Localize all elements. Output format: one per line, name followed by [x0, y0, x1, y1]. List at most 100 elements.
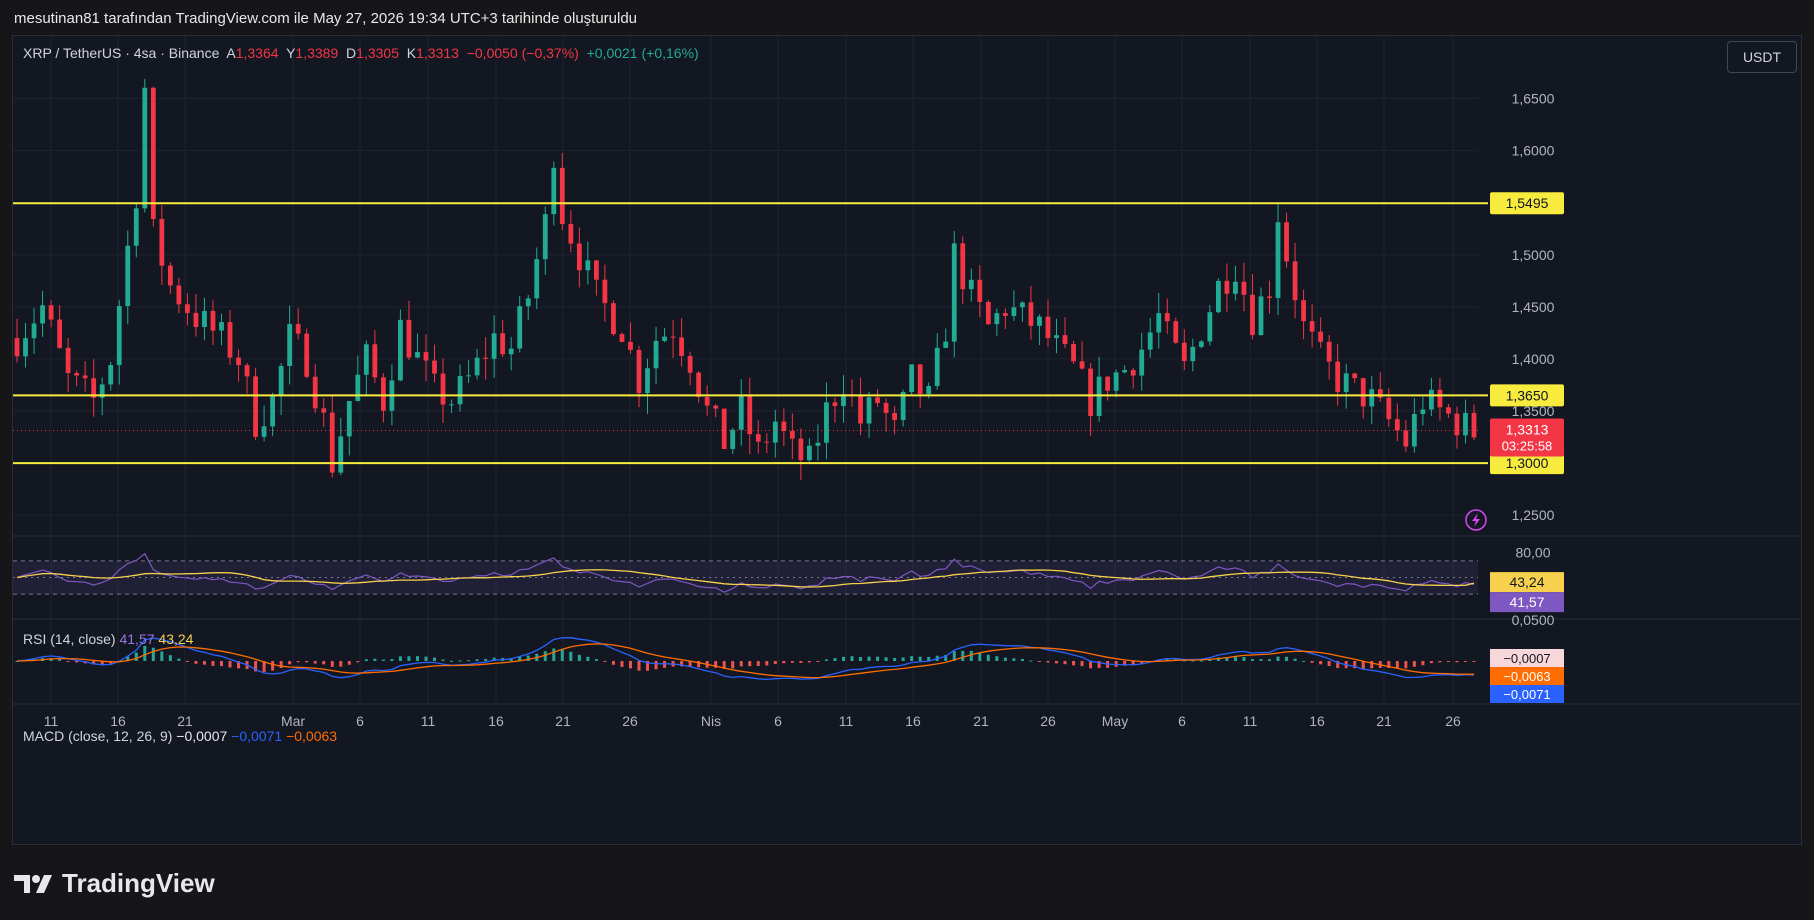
candle-body	[943, 341, 949, 348]
macd-histogram-bar	[271, 661, 275, 671]
candle-body	[662, 336, 667, 341]
macd-histogram-bar	[876, 656, 880, 661]
candle-body	[150, 87, 156, 220]
low-value: 1,3305	[356, 45, 399, 61]
candle-body	[31, 323, 37, 339]
candle-body	[1471, 412, 1477, 438]
macd-histogram-bar	[1233, 656, 1237, 661]
last-price-tag	[1490, 418, 1564, 457]
rsi-title[interactable]: RSI (14, close)	[23, 631, 116, 647]
rsi-value: 41,57	[119, 631, 155, 647]
macd-histogram-bar	[731, 661, 735, 669]
alert-lightning-icon	[1465, 509, 1487, 531]
candle-body	[1284, 222, 1289, 262]
macd-histogram-bar	[1361, 661, 1365, 669]
macd-histogram-bar	[1455, 661, 1459, 663]
candle-body	[1156, 313, 1162, 333]
macd-title[interactable]: MACD (close, 12, 26, 9)	[23, 728, 173, 744]
chart-frame[interactable]: 11 16 21 Mar 6 11 16 21 26 Nis 6 11 16 21 26 May 6 11 16 21…	[12, 35, 1802, 845]
macd-histogram-bar	[1003, 657, 1007, 661]
brand-name: TradingView	[62, 868, 215, 898]
candle-body	[568, 223, 574, 244]
candle-body	[858, 395, 863, 424]
macd-histogram-bar	[194, 661, 198, 664]
macd-histogram-bar	[313, 661, 317, 664]
price-axis-label: 1,3500	[1512, 403, 1555, 419]
macd-histogram-bar	[305, 661, 309, 663]
candle-body	[1037, 316, 1042, 326]
macd-hist-tag	[1490, 649, 1564, 667]
macd-histogram-bar	[160, 651, 164, 661]
price-axis-label: 1,2500	[1512, 507, 1555, 523]
macd-line	[16, 637, 1475, 681]
candle-body	[1215, 280, 1221, 313]
candle-body	[789, 431, 795, 439]
candle-body	[236, 357, 241, 366]
macd-histogram-bar	[1438, 661, 1442, 663]
rsi-ma-line	[16, 569, 1475, 588]
macd-histogram-bar	[1310, 661, 1314, 663]
candle-body	[167, 265, 173, 286]
macd-histogram-bar	[603, 661, 607, 662]
candle-body	[917, 364, 923, 394]
level-price-label: 1,3650	[1506, 387, 1549, 403]
macd-histogram-bar	[467, 660, 471, 662]
x-tick-label: 11	[44, 713, 59, 729]
candle-body	[329, 412, 335, 473]
tradingview-logo-icon	[14, 874, 52, 893]
candle-body	[338, 436, 344, 473]
candle-body	[534, 259, 540, 299]
rsi-axis-label: 0,0500	[1512, 612, 1555, 628]
candle-body	[1088, 368, 1093, 417]
tradingview-logo[interactable]: TradingView	[14, 868, 215, 899]
candle-body	[457, 376, 463, 405]
change-value: −0,0050 (−0,37%)	[466, 45, 579, 61]
candle-body	[764, 441, 770, 443]
x-tick-label: May	[1102, 713, 1128, 729]
macd-histogram-bar	[739, 661, 743, 667]
macd-histogram-bar	[1429, 661, 1433, 664]
macd-histogram-bar	[1020, 658, 1024, 661]
symbol-name[interactable]: XRP / TetherUS · 4sa · Binance	[23, 45, 220, 61]
x-tick-label: 6	[356, 713, 364, 729]
candle-body	[278, 365, 284, 396]
x-tick-label: 6	[1178, 713, 1186, 729]
candle-body	[628, 341, 633, 350]
currency-button[interactable]: USDT	[1727, 41, 1797, 73]
candle-body	[1122, 370, 1128, 373]
macd-histogram-bar	[1080, 661, 1084, 667]
macd-signal-line	[16, 643, 1475, 679]
x-tick-label: Mar	[281, 713, 305, 729]
candle-body	[721, 408, 727, 450]
macd-histogram-bar	[646, 661, 650, 671]
candle-body	[227, 322, 233, 358]
macd-histogram-bar	[58, 659, 62, 661]
macd-histogram-bar	[288, 661, 292, 665]
macd-histogram-bar	[654, 661, 658, 670]
candle-body	[1190, 346, 1196, 362]
x-tick-label: 21	[973, 713, 989, 729]
candle-body	[585, 260, 591, 271]
macd-histogram-bar	[577, 654, 581, 661]
candle-body	[1002, 313, 1008, 316]
macd-histogram-bar	[995, 656, 999, 661]
candle-body	[1071, 344, 1076, 362]
macd-histogram-bar	[782, 661, 786, 664]
candle-body	[304, 333, 310, 377]
macd-histogram-bar	[1285, 656, 1289, 661]
macd-histogram-bar	[1131, 661, 1135, 666]
macd-histogram-bar	[1387, 661, 1391, 668]
candle-body	[892, 412, 898, 421]
macd-histogram-bar	[1029, 660, 1033, 662]
macd-histogram-bar	[143, 645, 147, 661]
chart-canvas[interactable]: 11 16 21 Mar 6 11 16 21 26 Nis 6 11 16 21 26 May 6 11 16 21…	[13, 36, 1801, 844]
candle-body	[738, 395, 744, 430]
candle-body	[1011, 307, 1017, 316]
macd-line-tag	[1490, 685, 1564, 703]
macd-histogram-bar	[586, 656, 590, 661]
candle-body	[1224, 280, 1230, 294]
candle-body	[380, 377, 386, 411]
macd-histogram-bar	[1412, 661, 1416, 667]
candle-body	[74, 373, 80, 376]
macd-histogram-bar	[543, 651, 547, 661]
